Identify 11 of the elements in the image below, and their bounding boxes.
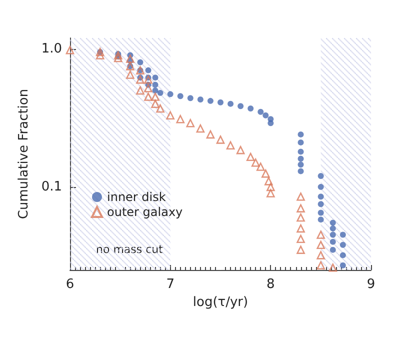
- annotation: no mass cut: [96, 243, 164, 256]
- x-tick-label: 6: [66, 277, 74, 292]
- x-axis-title: log(τ/yr): [192, 294, 248, 310]
- legend-label: outer galaxy: [107, 205, 183, 219]
- y-tick-label: 0.1: [41, 179, 62, 194]
- legend-label: inner disk: [107, 190, 166, 204]
- x-tick-label: 8: [266, 277, 275, 292]
- y-axis-title: Cumulative Fraction: [16, 88, 32, 220]
- x-tick-label: 9: [366, 277, 376, 292]
- y-tick-label: 1.0: [41, 41, 62, 56]
- x-tick-label: 7: [166, 277, 174, 292]
